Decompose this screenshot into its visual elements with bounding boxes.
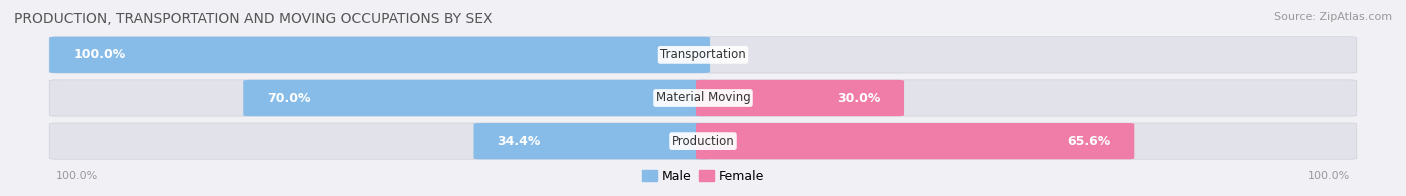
FancyBboxPatch shape <box>49 80 1357 116</box>
Text: Production: Production <box>672 135 734 148</box>
FancyBboxPatch shape <box>49 37 710 73</box>
Text: 100.0%: 100.0% <box>73 48 125 61</box>
Text: PRODUCTION, TRANSPORTATION AND MOVING OCCUPATIONS BY SEX: PRODUCTION, TRANSPORTATION AND MOVING OC… <box>14 12 492 26</box>
Text: 34.4%: 34.4% <box>498 135 541 148</box>
Legend: Male, Female: Male, Female <box>637 165 769 188</box>
FancyBboxPatch shape <box>696 80 904 116</box>
Text: 65.6%: 65.6% <box>1067 135 1111 148</box>
Text: 70.0%: 70.0% <box>267 92 311 104</box>
FancyBboxPatch shape <box>696 123 1135 159</box>
FancyBboxPatch shape <box>49 37 1357 73</box>
Text: Transportation: Transportation <box>661 48 745 61</box>
FancyBboxPatch shape <box>49 123 1357 159</box>
FancyBboxPatch shape <box>474 123 710 159</box>
Text: 30.0%: 30.0% <box>837 92 880 104</box>
Text: Material Moving: Material Moving <box>655 92 751 104</box>
Text: Source: ZipAtlas.com: Source: ZipAtlas.com <box>1274 12 1392 22</box>
Text: 100.0%: 100.0% <box>56 171 98 181</box>
Text: 100.0%: 100.0% <box>1308 171 1350 181</box>
FancyBboxPatch shape <box>243 80 710 116</box>
